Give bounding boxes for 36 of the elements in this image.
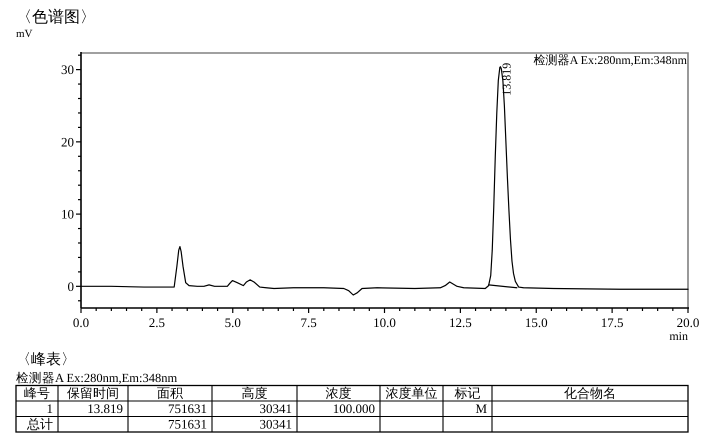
x-tick-label: 5.0 — [224, 315, 241, 330]
ylabel: mV — [16, 28, 32, 40]
y-tick-label: 30 — [61, 62, 74, 78]
category-label: 浓度单位 — [386, 386, 438, 400]
y-tick-label: 0 — [68, 278, 74, 294]
xlabel: min — [669, 329, 688, 343]
text: 总计 — [27, 416, 53, 432]
y-tick-label: 10 — [61, 206, 74, 222]
x-tick-label: 15.0 — [524, 315, 548, 330]
category-label: 化合物名 — [564, 386, 616, 400]
title: 〈峰表〉 — [16, 352, 76, 368]
x-tick-label: 10.0 — [373, 315, 396, 330]
text: 100.000 — [332, 401, 375, 416]
text: 30341 — [260, 416, 292, 432]
x-tick-label: 17.5 — [600, 315, 624, 330]
y-tick-label: 20 — [61, 134, 74, 150]
x-tick-label: 20.0 — [676, 315, 700, 330]
x-tick-label: 7.5 — [300, 315, 317, 330]
category-label: 保留时间 — [67, 386, 119, 400]
text: 30341 — [260, 401, 292, 416]
category-label: 面积 — [157, 386, 183, 400]
x-tick-label: 0.0 — [72, 315, 90, 330]
text: 751631 — [168, 401, 207, 416]
category-label: 浓度 — [326, 386, 352, 400]
text: M — [475, 401, 487, 416]
annotation: 检测器A Ex:280nm,Em:348nm — [534, 53, 687, 67]
text: 751631 — [168, 416, 207, 432]
subtitle: 检测器A Ex:280nm,Em:348nm — [16, 371, 178, 385]
x-tick-label: 2.5 — [148, 315, 165, 330]
text: 1 — [46, 401, 53, 416]
category-label: 标记 — [454, 386, 480, 400]
text: 13.819 — [87, 401, 123, 416]
title: 〈色谱图〉 — [16, 9, 96, 26]
x-tick-label: 12.5 — [449, 315, 472, 330]
category-label: 峰号 — [24, 386, 50, 400]
category-label: 高度 — [242, 386, 268, 400]
